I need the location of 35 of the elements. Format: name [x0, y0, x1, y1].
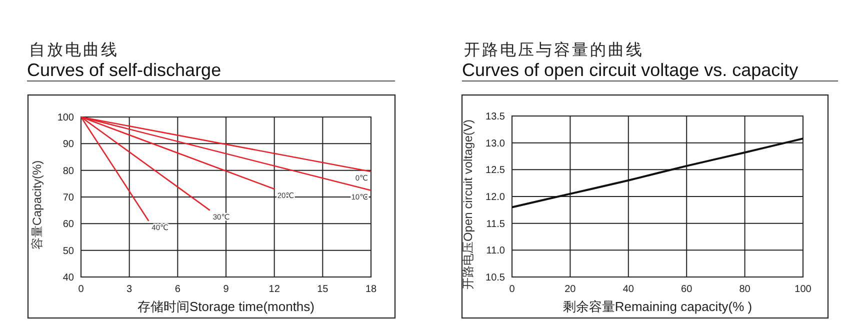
- y-tick-label: 13.0: [486, 138, 506, 150]
- y-tick-label: 40: [62, 272, 74, 284]
- y-tick-label: 100: [57, 112, 74, 124]
- x-tick-label: 6: [174, 284, 181, 295]
- y-tick-label: 12.5: [486, 165, 506, 176]
- x-tick-label: 3: [126, 284, 133, 295]
- chart-subtitle: Curves of open circuit voltage vs. capacity: [462, 60, 798, 80]
- x-tick-label: 12: [268, 284, 280, 295]
- x-tick-label: 80: [739, 284, 751, 295]
- chart-subtitle: Curves of self-discharge: [27, 60, 222, 80]
- x-axis-title: 剩余容量Remaining capacity(% ): [562, 299, 752, 314]
- x-tick-label: 100: [794, 284, 812, 295]
- y-tick-label: 60: [62, 219, 74, 230]
- x-tick-label: 9: [223, 284, 230, 295]
- x-tick-label: 60: [681, 284, 693, 295]
- chart-title: 开路电压与容量的曲线: [464, 41, 644, 59]
- y-axis-title: 开路电压Open circuit voltage(V): [461, 119, 475, 290]
- y-axis-title: 容量Capacity(%): [30, 160, 44, 250]
- x-tick-label: 0: [78, 284, 84, 295]
- chart-title: 自放电曲线: [29, 41, 119, 59]
- y-tick-label: 13.5: [486, 112, 506, 122]
- x-tick-label: 40: [622, 284, 634, 295]
- y-tick-label: 12.0: [486, 192, 506, 203]
- x-axis-title: 存储时间Storage time(months): [138, 299, 314, 314]
- x-tick-label: 18: [365, 284, 377, 295]
- x-tick-label: 0: [509, 284, 516, 295]
- y-tick-label: 11.5: [486, 218, 506, 230]
- y-tick-label: 70: [62, 192, 74, 204]
- y-tick-label: 90: [62, 139, 74, 150]
- y-tick-label: 11.0: [486, 246, 506, 257]
- x-tick-label: 20: [564, 284, 576, 295]
- y-tick-label: 10.5: [486, 272, 506, 284]
- x-tick-label: 15: [317, 284, 329, 295]
- y-tick-label: 50: [62, 246, 74, 257]
- y-tick-label: 80: [62, 166, 74, 177]
